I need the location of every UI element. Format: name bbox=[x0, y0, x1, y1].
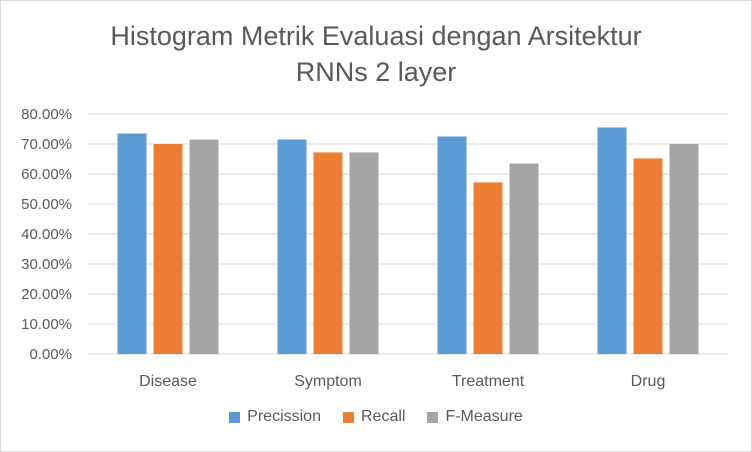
bar-precission-symptom bbox=[277, 139, 307, 354]
legend-swatch bbox=[427, 411, 439, 423]
legend-label: Recall bbox=[360, 408, 406, 425]
bar-precission-disease bbox=[117, 133, 147, 354]
legend-swatch bbox=[342, 411, 354, 423]
bar-recall-treatment bbox=[473, 182, 503, 354]
legend-label: Precission bbox=[247, 408, 321, 425]
x-tick-label: Disease bbox=[139, 373, 197, 390]
y-tick-label: 30.00% bbox=[21, 256, 72, 273]
bar-recall-drug bbox=[633, 158, 663, 354]
chart-title-line-1: Histogram Metrik Evaluasi dengan Arsitek… bbox=[110, 21, 642, 51]
legend-item: Precission bbox=[229, 408, 321, 426]
y-tick-label: 80.00% bbox=[21, 106, 72, 123]
x-tick-label: Symptom bbox=[294, 373, 362, 390]
bar-f-measure-disease bbox=[189, 139, 219, 354]
y-tick-label: 60.00% bbox=[21, 166, 72, 183]
x-tick-label: Treatment bbox=[452, 373, 525, 390]
legend: Precission Recall F-Measure bbox=[0, 408, 752, 426]
y-tick-label: 50.00% bbox=[21, 196, 72, 213]
legend-label: F-Measure bbox=[445, 408, 523, 425]
bar-precission-drug bbox=[597, 127, 627, 354]
y-tick-label: 10.00% bbox=[21, 316, 72, 333]
bar-f-measure-treatment bbox=[509, 163, 539, 354]
y-tick-label: 40.00% bbox=[21, 226, 72, 243]
legend-item: F-Measure bbox=[427, 408, 523, 426]
bar-f-measure-symptom bbox=[349, 152, 379, 354]
chart-title-line-2: RNNs 2 layer bbox=[295, 57, 457, 87]
bar-recall-disease bbox=[153, 144, 183, 354]
legend-item: Recall bbox=[342, 408, 406, 426]
legend-swatch bbox=[229, 411, 241, 423]
bar-f-measure-drug bbox=[669, 144, 699, 354]
y-tick-label: 20.00% bbox=[21, 286, 72, 303]
bar-precission-treatment bbox=[437, 136, 467, 354]
bar-recall-symptom bbox=[313, 152, 343, 354]
y-tick-label: 70.00% bbox=[21, 136, 72, 153]
chart-title: Histogram Metrik Evaluasi dengan Arsitek… bbox=[0, 18, 752, 90]
x-tick-label: Drug bbox=[631, 373, 666, 390]
y-tick-label: 0.00% bbox=[29, 346, 72, 363]
